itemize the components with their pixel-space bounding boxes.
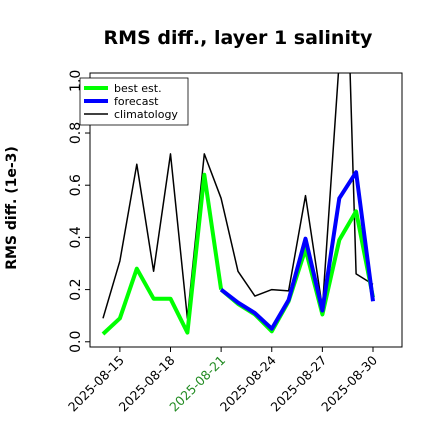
y-tick-label: 0.2 (68, 278, 84, 300)
legend-label: best est. (114, 82, 162, 95)
plot-frame (89, 72, 403, 348)
y-tick-label: 0.0 (68, 331, 84, 353)
y-tick-label: 0.4 (68, 226, 84, 248)
y-tick-label: 0.6 (68, 174, 84, 196)
y-tick-label: 0.8 (68, 122, 84, 144)
series-line-forecast (219, 170, 375, 331)
plot-area: 0.00.20.40.60.81.02025-08-152025-08-1820… (65, 70, 403, 414)
series-line-best-est (101, 172, 224, 336)
y-axis-label: RMS diff. (1e-3) (4, 146, 20, 270)
legend-label: forecast (114, 95, 159, 108)
chart-title: RMS diff., layer 1 salinity (104, 27, 374, 49)
series-line-climatology (102, 73, 374, 320)
legend-label: climatology (114, 108, 178, 121)
